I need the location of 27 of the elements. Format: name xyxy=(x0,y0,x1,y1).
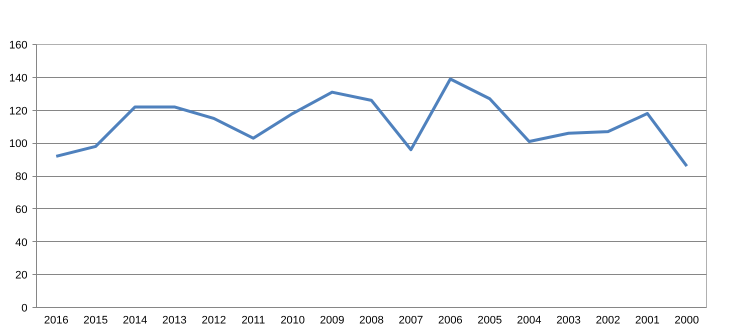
x-tick-label: 2014 xyxy=(122,314,148,326)
x-tick-label: 2010 xyxy=(280,314,305,326)
y-tick-label: 120 xyxy=(9,105,28,118)
x-tick-label: 2012 xyxy=(202,314,226,326)
x-tick-label: 2005 xyxy=(478,314,502,326)
y-tick-label: 60 xyxy=(15,204,28,216)
x-tick-label: 2016 xyxy=(44,314,68,326)
x-tick-label: 2000 xyxy=(674,314,700,326)
x-tick-label: 2011 xyxy=(241,314,266,326)
x-tick-label: 2009 xyxy=(320,314,344,326)
y-tick-label: 40 xyxy=(15,236,28,249)
x-tick-label: 2001 xyxy=(635,314,660,326)
y-tick-label: 100 xyxy=(9,138,28,150)
y-tick-label: 160 xyxy=(9,40,28,52)
x-tick-label: 2004 xyxy=(516,314,542,326)
x-tick-label: 2003 xyxy=(556,314,581,326)
x-tick-label: 2008 xyxy=(359,314,384,326)
x-tick-label: 2007 xyxy=(398,314,424,326)
y-tick-label: 0 xyxy=(21,302,28,314)
x-tick-label: 2006 xyxy=(438,314,463,326)
x-tick-label: 2013 xyxy=(162,314,187,326)
x-tick-label: 2015 xyxy=(83,314,108,326)
y-tick-label: 20 xyxy=(15,270,28,282)
line-series xyxy=(54,78,688,168)
x-tick-label: 2002 xyxy=(596,314,620,326)
y-tick-label: 80 xyxy=(15,171,28,183)
y-tick-label: 140 xyxy=(9,72,28,84)
